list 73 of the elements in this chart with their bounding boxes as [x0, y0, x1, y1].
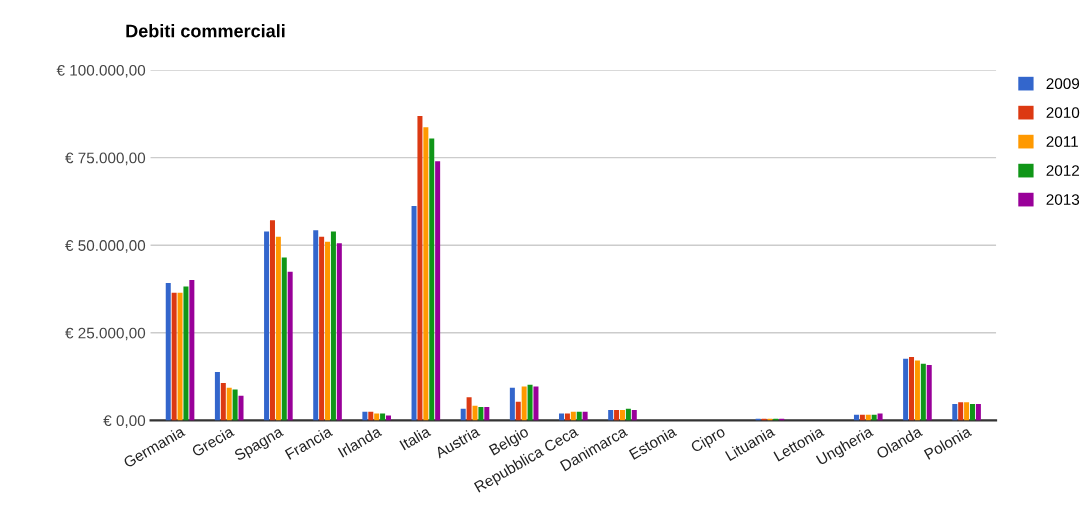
bar [325, 241, 331, 421]
bar [527, 384, 533, 421]
bar [177, 292, 183, 421]
legend-label: 2010 [1046, 107, 1080, 119]
bar [472, 405, 478, 421]
bar [877, 413, 883, 421]
bar [958, 402, 964, 421]
bar [165, 283, 171, 421]
bar [313, 230, 319, 421]
bar [619, 409, 625, 421]
bar [380, 413, 386, 421]
legend-label: 2012 [1046, 165, 1080, 176]
bar [926, 365, 932, 421]
bar [509, 387, 515, 421]
bar [952, 403, 958, 421]
bar [631, 409, 637, 421]
y-tick-label: € 25.000,00 [65, 327, 146, 341]
bar [232, 389, 238, 421]
bar [625, 408, 631, 421]
bar [330, 231, 336, 421]
bar [214, 372, 220, 421]
bar [429, 138, 435, 421]
bar [964, 402, 970, 421]
bar [614, 409, 620, 421]
bar [336, 243, 342, 421]
legend-label: 2011 [1046, 136, 1078, 148]
bar [460, 408, 466, 421]
bar [559, 413, 565, 421]
x-tick-label: Italia [399, 425, 432, 451]
bar [281, 257, 287, 421]
bar [171, 292, 177, 421]
bar [515, 401, 521, 421]
bar [374, 413, 380, 421]
bar [484, 407, 490, 421]
bar [466, 397, 472, 421]
bar [275, 236, 281, 421]
bar [319, 236, 325, 421]
bar [183, 286, 189, 421]
bar [189, 279, 195, 421]
bar [570, 411, 576, 421]
bar [909, 356, 915, 421]
bar [533, 386, 539, 421]
bar [423, 127, 429, 421]
bar [914, 360, 920, 421]
bar [417, 115, 423, 421]
bar [269, 220, 275, 421]
legend-label: 2009 [1046, 78, 1080, 90]
bar [238, 395, 244, 421]
bar [411, 205, 417, 421]
bar [920, 363, 926, 421]
bar [975, 403, 981, 421]
bar [362, 411, 368, 421]
bar [478, 407, 484, 421]
y-tick-label: € 50.000,00 [65, 240, 146, 253]
bar [582, 411, 588, 421]
bar [903, 358, 909, 421]
bar [564, 413, 570, 421]
y-tick-label: € 0,00 [103, 415, 146, 428]
chart-title: Debiti commerciali [126, 24, 285, 38]
bar [576, 411, 582, 421]
legend-label: 2013 [1046, 194, 1080, 205]
bar [969, 403, 975, 421]
y-tick-label: € 75.000,00 [65, 152, 146, 166]
bar [435, 161, 441, 421]
y-tick-label: € 100.000,00 [56, 64, 146, 78]
bar [608, 409, 614, 421]
bar [226, 387, 232, 421]
bar [287, 271, 293, 421]
bar [264, 231, 270, 421]
bar [385, 415, 391, 421]
bar [368, 411, 374, 421]
bar [220, 382, 226, 421]
bar [521, 386, 527, 421]
